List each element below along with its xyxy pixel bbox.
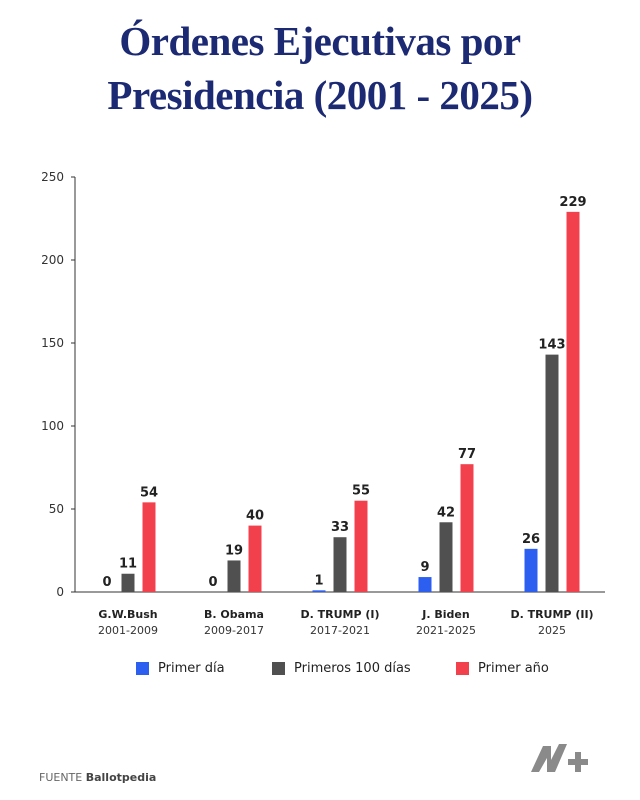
legend-item: Primer año — [456, 661, 549, 676]
bar — [142, 502, 156, 592]
bar — [354, 500, 368, 592]
legend-item: Primer día — [136, 661, 225, 676]
bar — [227, 560, 241, 592]
chart-legend: Primer día Primeros 100 días Primer año — [0, 661, 640, 681]
bar-value-label: 9 — [420, 560, 429, 575]
bar-value-label: 229 — [559, 195, 586, 210]
bar-value-label: 42 — [437, 505, 455, 520]
y-tick-label: 200 — [41, 253, 64, 267]
bar-value-label: 143 — [538, 338, 565, 353]
y-tick-label: 250 — [41, 170, 64, 184]
bar-value-label: 55 — [352, 484, 370, 499]
bar — [312, 590, 326, 592]
bar-value-label: 54 — [140, 485, 158, 500]
bar — [333, 537, 347, 592]
y-tick-label: 50 — [49, 502, 64, 516]
legend-swatch — [136, 662, 149, 675]
source-name: Ballotpedia — [85, 771, 157, 784]
x-category-name: D. TRUMP (I) — [300, 608, 379, 621]
chart-title: Órdenes Ejecutivas por Presidencia (2001… — [0, 14, 640, 122]
legend-swatch — [272, 662, 285, 675]
legend-item: Primeros 100 días — [272, 661, 411, 676]
bar — [248, 525, 262, 592]
bar — [460, 464, 474, 592]
bar-value-label: 33 — [331, 520, 349, 535]
chart-title-line-1: Órdenes Ejecutivas por — [119, 18, 521, 64]
bar — [566, 211, 580, 593]
x-category-name: D. TRUMP (II) — [510, 608, 593, 621]
bar-value-label: 19 — [225, 543, 243, 558]
bar — [418, 577, 432, 592]
x-category-name: B. Obama — [204, 608, 264, 621]
x-category-years: 2009-2017 — [204, 624, 264, 637]
x-category-name: G.W.Bush — [98, 608, 157, 621]
x-category-years: 2025 — [538, 624, 566, 637]
n-plus-logo — [531, 744, 588, 772]
bar-value-label: 0 — [208, 575, 217, 590]
legend-label: Primer año — [478, 661, 549, 676]
x-category-years: 2017-2021 — [310, 624, 370, 637]
bar-value-label: 40 — [246, 509, 264, 524]
source-label: FUENTE — [39, 771, 83, 784]
y-tick-label: 100 — [41, 419, 64, 433]
source-footer: FUENTE Ballotpedia — [39, 771, 156, 784]
legend-swatch — [456, 662, 469, 675]
bar-value-label: 77 — [458, 447, 476, 462]
x-category-years: 2001-2009 — [98, 624, 158, 637]
bar-value-label: 0 — [102, 575, 111, 590]
bar — [524, 548, 538, 592]
bar-value-label: 26 — [522, 532, 540, 547]
bar-chart: 05010015020025001154G.W.Bush2001-2009019… — [41, 170, 605, 637]
chart-title-line-2: Presidencia (2001 - 2025) — [107, 72, 533, 118]
legend-label: Primeros 100 días — [294, 661, 411, 676]
y-tick-label: 0 — [56, 585, 64, 599]
bar — [121, 573, 135, 592]
bar — [439, 522, 453, 592]
x-category-years: 2021-2025 — [416, 624, 476, 637]
bar — [545, 354, 559, 592]
x-category-name: J. Biden — [421, 608, 469, 621]
legend-label: Primer día — [158, 661, 225, 676]
y-tick-label: 150 — [41, 336, 64, 350]
bar-value-label: 11 — [119, 557, 137, 572]
bar-value-label: 1 — [314, 573, 323, 588]
